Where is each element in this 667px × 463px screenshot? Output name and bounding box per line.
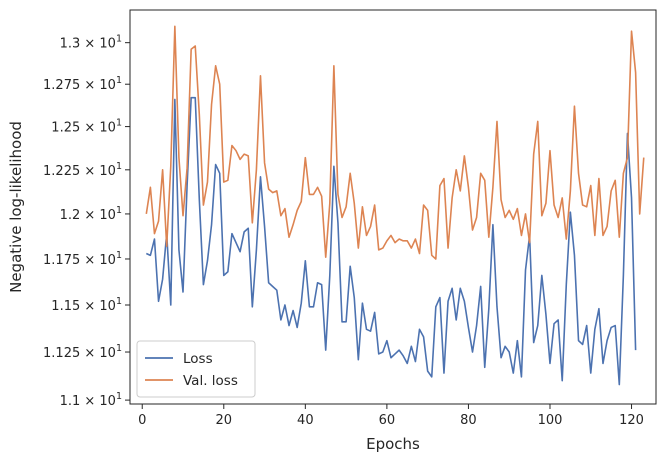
series-layer xyxy=(145,25,645,386)
y-tick-label: 1.175 × 101 xyxy=(43,250,122,268)
x-tick-label: 80 xyxy=(460,413,477,428)
y-axis: 1.1 × 101 1.125 × 101 1.15 × 101 1.175 × 10… xyxy=(43,34,130,409)
x-tick-label: 120 xyxy=(619,413,644,428)
legend-box xyxy=(136,340,256,398)
x-axis-label: Epochs xyxy=(366,435,420,453)
plot-area xyxy=(129,9,657,405)
y-tick-label: 1.2 × 101 xyxy=(60,205,122,223)
y-tick-label: 1.3 × 101 xyxy=(60,34,122,52)
x-tick-label: 100 xyxy=(538,413,563,428)
y-tick-label: 1.15 × 101 xyxy=(51,296,122,314)
legend: Loss Val. loss xyxy=(136,340,256,398)
y-tick-label: 1.125 × 101 xyxy=(43,343,122,361)
y-axis-label: Negative log-likelihood xyxy=(7,121,25,293)
x-tick-label: 60 xyxy=(379,413,396,428)
y-tick-label: 1.275 × 101 xyxy=(43,75,122,93)
legend-label-1: Loss xyxy=(183,351,213,367)
x-axis: 0 20 40 60 80 100 120 xyxy=(138,404,644,428)
series-line-1 xyxy=(145,96,637,386)
y-tick-label: 1.225 × 101 xyxy=(43,161,122,179)
series-line-2 xyxy=(145,25,645,260)
x-tick-label: 0 xyxy=(138,413,146,428)
legend-label-2: Val. loss xyxy=(183,373,238,389)
y-tick-label: 1.25 × 101 xyxy=(51,118,122,136)
y-tick-label: 1.1 × 101 xyxy=(60,391,122,409)
x-tick-label: 40 xyxy=(297,413,314,428)
x-tick-label: 20 xyxy=(216,413,233,428)
